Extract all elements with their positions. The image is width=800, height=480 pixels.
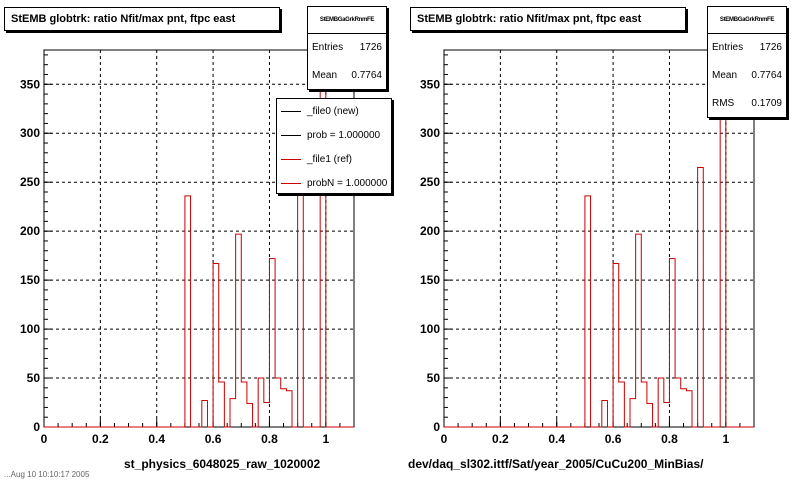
legend-item-file1: _file1 (ref)	[277, 147, 391, 171]
right-y-tick-label: 350	[420, 77, 440, 91]
left-stats-mean-label: Mean	[312, 70, 338, 81]
left-x-axis-label: st_physics_6048025_raw_1020002	[124, 457, 321, 471]
left-x-tick-label: 0.2	[92, 432, 109, 446]
left-stats-mean-value: 0.7764	[351, 70, 382, 81]
left-stats-entries-value: 1726	[359, 42, 382, 53]
right-stats-rms: RMS 0.1709	[708, 90, 786, 118]
right-stats-box: StEMBGaGrkRnmFE Entries 1726 Mean 0.7764…	[707, 6, 787, 118]
left-histogram-series-0	[44, 66, 354, 428]
right-y-tick-label: 200	[420, 224, 440, 238]
right-plot: 0 0.2 0.4 0.6 0.8 1 0 50 100 150 200 250 300 350	[420, 49, 755, 446]
left-stats-entries-label: Entries	[312, 42, 344, 53]
left-x-tick-label: 0.6	[205, 432, 222, 446]
left-y-tick-label: 250	[20, 175, 40, 189]
right-y-tick-label: 50	[427, 371, 441, 385]
right-stats-rms-value: 0.1709	[751, 98, 782, 109]
right-stats-mean: Mean 0.7764	[708, 62, 786, 90]
right-x-tick-label: 0.4	[548, 432, 565, 446]
left-stats-mean: Mean 0.7764	[308, 62, 386, 90]
left-y-tick-label: 350	[20, 77, 40, 91]
right-stats-mean-label: Mean	[712, 70, 738, 81]
right-x-tick-label: 0	[441, 432, 448, 446]
legend-label: _file1 (ref)	[307, 153, 353, 165]
right-stats-entries-value: 1726	[759, 42, 782, 53]
right-stats-entries-label: Entries	[712, 42, 744, 53]
legend-label: prob = 1.000000	[307, 129, 381, 141]
left-stats-box: StEMBGaGrkRnmFE Entries 1726 Mean 0.7764	[307, 6, 387, 90]
legend-swatch	[281, 110, 301, 112]
left-legend: _file0 (new) prob = 1.000000 _file1 (ref…	[276, 98, 392, 194]
right-y-tick-label: 300	[420, 126, 440, 140]
legend-item-prob: prob = 1.000000	[277, 123, 391, 147]
left-chart-title: StEMB globtrk: ratio Nfit/max pnt, ftpc …	[4, 7, 280, 31]
left-x-tick-label: 1	[322, 432, 329, 446]
right-x-tick-label: 0.6	[605, 432, 622, 446]
right-y-tick-label: 250	[420, 175, 440, 189]
right-chart-title: StEMB globtrk: ratio Nfit/max pnt, ftpc …	[410, 7, 686, 31]
left-x-tick-label: 0.8	[261, 432, 278, 446]
right-stats-rms-label: RMS	[712, 98, 735, 109]
right-x-tick-label: 0.8	[661, 432, 678, 446]
legend-label: _file0 (new)	[307, 105, 359, 117]
right-histogram-series-0	[444, 66, 754, 428]
right-x-tick-label: 1	[722, 432, 729, 446]
left-x-tick-label: 0	[41, 432, 48, 446]
footer-timestamp: ...Aug 10 10:10:17 2005	[4, 470, 90, 479]
left-stats-name: StEMBGaGrkRnmFE	[308, 7, 386, 34]
left-y-tick-label: 50	[27, 371, 41, 385]
legend-item-file0: _file0 (new)	[277, 99, 391, 123]
right-stats-entries: Entries 1726	[708, 34, 786, 62]
left-y-tick-label: 100	[20, 322, 40, 336]
right-plot-frame	[443, 49, 755, 428]
right-y-tick-label: 100	[420, 322, 440, 336]
right-y-tick-label: 0	[433, 420, 440, 434]
left-y-tick-label: 0	[33, 420, 40, 434]
legend-swatch	[281, 134, 301, 136]
legend-item-probn: probN = 1.000000	[277, 171, 391, 193]
right-y-tick-label: 150	[420, 273, 440, 287]
left-y-tick-label: 150	[20, 273, 40, 287]
right-stats-mean-value: 0.7764	[751, 70, 782, 81]
left-y-tick-label: 200	[20, 224, 40, 238]
legend-swatch	[281, 182, 301, 184]
legend-label: probN = 1.000000	[307, 177, 388, 189]
right-x-tick-label: 0.2	[492, 432, 509, 446]
left-stats-entries: Entries 1726	[308, 34, 386, 62]
right-x-axis-label: dev/daq_sl302.ittf/Sat/year_2005/CuCu200…	[408, 457, 704, 471]
left-x-tick-label: 0.4	[148, 432, 165, 446]
right-stats-name: StEMBGaGrkRnmFE	[708, 7, 786, 34]
left-y-tick-label: 300	[20, 126, 40, 140]
legend-swatch	[281, 158, 301, 160]
